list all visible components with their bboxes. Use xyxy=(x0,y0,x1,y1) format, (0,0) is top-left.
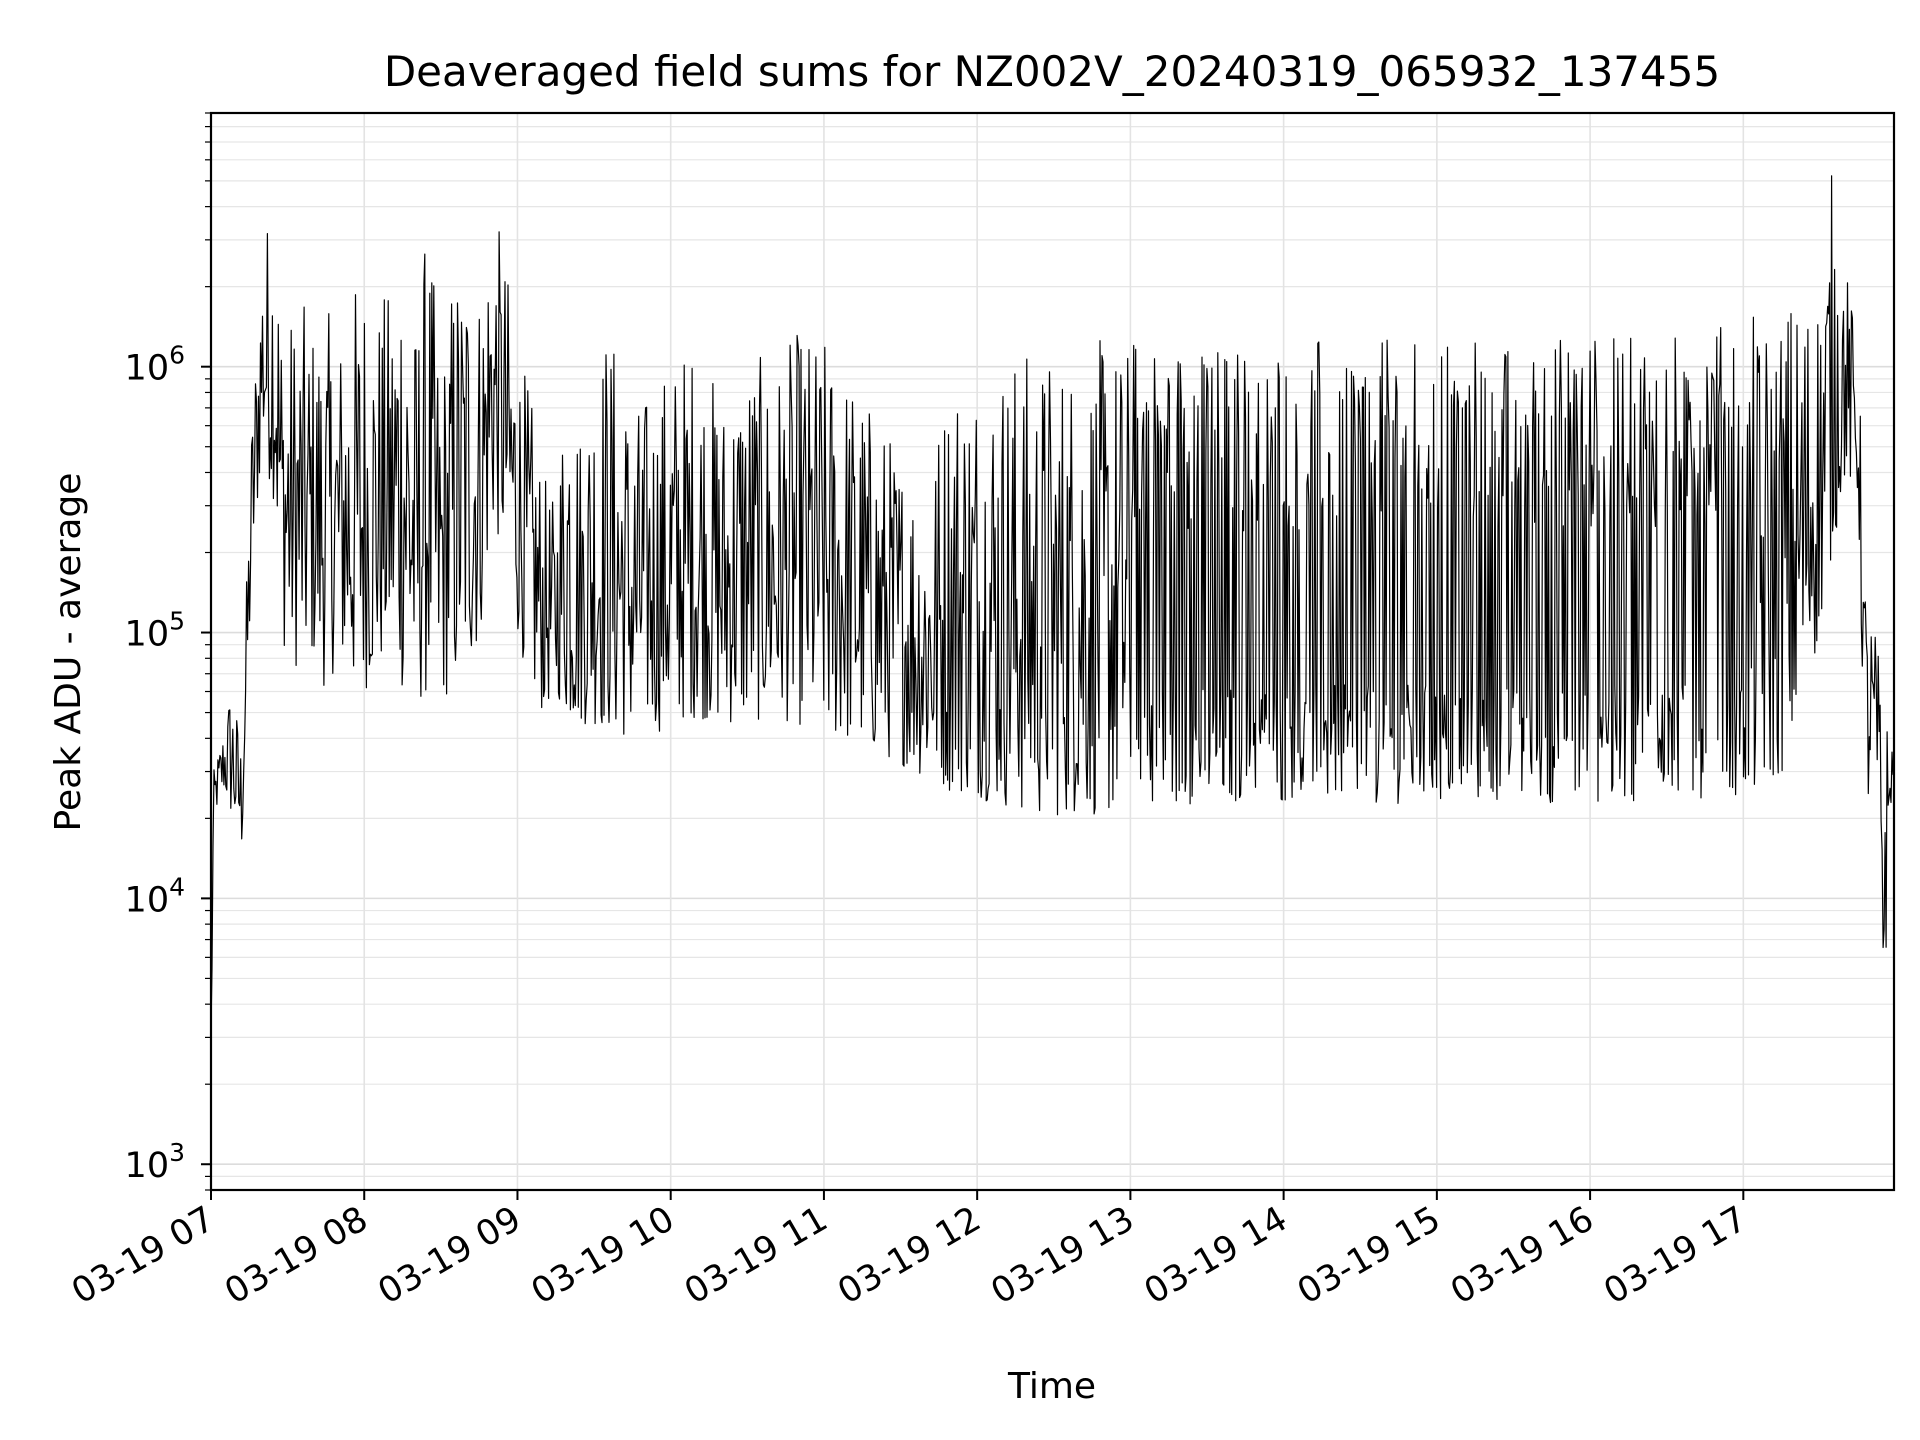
series-line xyxy=(210,175,1895,1029)
y-tick-label: 103 xyxy=(125,1138,185,1186)
y-tick-label: 105 xyxy=(125,607,185,655)
plot-area-frame xyxy=(209,111,1896,1192)
x-axis-label: Time xyxy=(1007,1366,1096,1407)
y-tick-label: 104 xyxy=(125,872,185,920)
chart-title: Deaveraged field sums for NZ002V_2024031… xyxy=(384,47,1720,96)
y-axis: 103 104 105 106 xyxy=(125,112,211,1191)
y-axis-label: Peak ADU - average xyxy=(48,473,89,832)
data-series xyxy=(210,175,1895,1029)
y-tick-label: 106 xyxy=(125,341,185,389)
